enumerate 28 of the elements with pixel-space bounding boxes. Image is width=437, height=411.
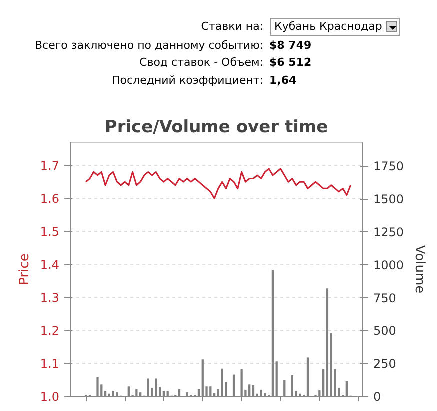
y2-tick-label: 1250 bbox=[374, 225, 404, 240]
y-tick-label: 1.5 bbox=[40, 225, 60, 240]
y-tick-label: 1.0 bbox=[40, 390, 60, 404]
y2-tick-label: 0 bbox=[374, 390, 382, 404]
y2-tick-label: 1000 bbox=[374, 258, 404, 272]
chart-title: Price/Volume over time bbox=[104, 118, 328, 138]
text: Ставки на: bbox=[200, 19, 265, 35]
text: Всего заключено по данному событию: bbox=[35, 38, 265, 54]
line-series bbox=[85, 168, 352, 200]
y2-tick-label: 250 bbox=[374, 357, 396, 372]
text: $6 512 bbox=[270, 56, 312, 70]
y-tick-label: 1.3 bbox=[40, 291, 60, 306]
y2-tick-label: 1750 bbox=[374, 160, 404, 174]
text: Свод ставок - Объем: bbox=[138, 55, 265, 72]
y2-tick-label: 500 bbox=[374, 324, 396, 338]
text: 1,64 bbox=[270, 74, 297, 88]
text: Последний коэффициент: bbox=[111, 73, 265, 90]
text: $8 749 bbox=[270, 38, 312, 52]
y2-tick-label: 1500 bbox=[374, 192, 404, 207]
y-tick-label: 1.6 bbox=[40, 192, 60, 206]
y2-tick-label: 750 bbox=[374, 291, 396, 306]
text: Кубань Краснодар bbox=[270, 18, 400, 36]
y-tick-label: 1.2 bbox=[40, 324, 60, 338]
y-tick-label: 1.4 bbox=[40, 258, 60, 272]
y-axis-title: Price bbox=[17, 254, 32, 286]
y2-axis-title: Volume bbox=[412, 245, 428, 294]
y-tick-label: 1.1 bbox=[40, 357, 60, 372]
y-tick-label: 1.7 bbox=[40, 159, 60, 174]
